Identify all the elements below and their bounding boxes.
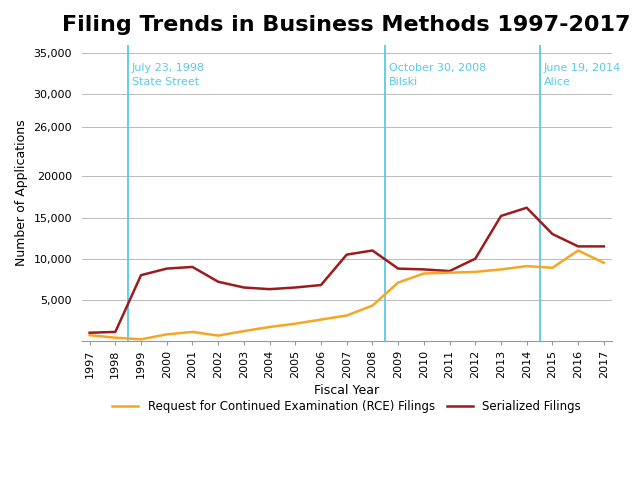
Text: July 23, 1998
State Street: July 23, 1998 State Street: [132, 63, 205, 87]
Serialized Filings: [189, 264, 196, 270]
Request for Continued Examination (RCE) Filings: [600, 260, 608, 266]
Serialized Filings: [111, 329, 119, 335]
Request for Continued Examination (RCE) Filings: [445, 270, 453, 276]
Legend: Request for Continued Examination (RCE) Filings, Serialized Filings: Request for Continued Examination (RCE) …: [108, 395, 586, 418]
Serialized Filings: [163, 266, 171, 271]
Request for Continued Examination (RCE) Filings: [369, 303, 376, 309]
Request for Continued Examination (RCE) Filings: [266, 324, 273, 330]
Serialized Filings: [394, 266, 402, 271]
Text: June 19, 2014
Alice: June 19, 2014 Alice: [543, 63, 621, 87]
Request for Continued Examination (RCE) Filings: [291, 321, 299, 327]
Serialized Filings: [291, 285, 299, 291]
Serialized Filings: [266, 286, 273, 292]
Serialized Filings: [214, 279, 222, 285]
Request for Continued Examination (RCE) Filings: [574, 247, 582, 253]
Request for Continued Examination (RCE) Filings: [343, 313, 351, 318]
Request for Continued Examination (RCE) Filings: [394, 280, 402, 286]
Line: Serialized Filings: Serialized Filings: [90, 208, 604, 333]
Y-axis label: Number of Applications: Number of Applications: [15, 120, 28, 266]
Request for Continued Examination (RCE) Filings: [523, 263, 531, 269]
Serialized Filings: [369, 247, 376, 253]
Serialized Filings: [137, 272, 145, 278]
Title: Filing Trends in Business Methods 1997-2017: Filing Trends in Business Methods 1997-2…: [63, 15, 631, 35]
Request for Continued Examination (RCE) Filings: [137, 336, 145, 342]
X-axis label: Fiscal Year: Fiscal Year: [314, 384, 380, 397]
Serialized Filings: [472, 256, 479, 262]
Request for Continued Examination (RCE) Filings: [163, 331, 171, 337]
Request for Continued Examination (RCE) Filings: [548, 265, 556, 270]
Line: Request for Continued Examination (RCE) Filings: Request for Continued Examination (RCE) …: [90, 250, 604, 339]
Serialized Filings: [574, 244, 582, 249]
Serialized Filings: [445, 268, 453, 274]
Serialized Filings: [497, 213, 505, 219]
Request for Continued Examination (RCE) Filings: [420, 270, 428, 276]
Serialized Filings: [600, 244, 608, 249]
Serialized Filings: [86, 330, 93, 336]
Serialized Filings: [317, 282, 325, 288]
Request for Continued Examination (RCE) Filings: [240, 328, 248, 334]
Serialized Filings: [343, 252, 351, 258]
Request for Continued Examination (RCE) Filings: [111, 335, 119, 341]
Serialized Filings: [240, 285, 248, 291]
Request for Continued Examination (RCE) Filings: [497, 267, 505, 272]
Text: October 30, 2008
Bilski: October 30, 2008 Bilski: [389, 63, 486, 87]
Serialized Filings: [420, 267, 428, 272]
Request for Continued Examination (RCE) Filings: [317, 317, 325, 322]
Request for Continued Examination (RCE) Filings: [214, 333, 222, 339]
Request for Continued Examination (RCE) Filings: [189, 329, 196, 335]
Request for Continued Examination (RCE) Filings: [472, 269, 479, 275]
Serialized Filings: [523, 205, 531, 211]
Request for Continued Examination (RCE) Filings: [86, 332, 93, 338]
Serialized Filings: [548, 231, 556, 237]
